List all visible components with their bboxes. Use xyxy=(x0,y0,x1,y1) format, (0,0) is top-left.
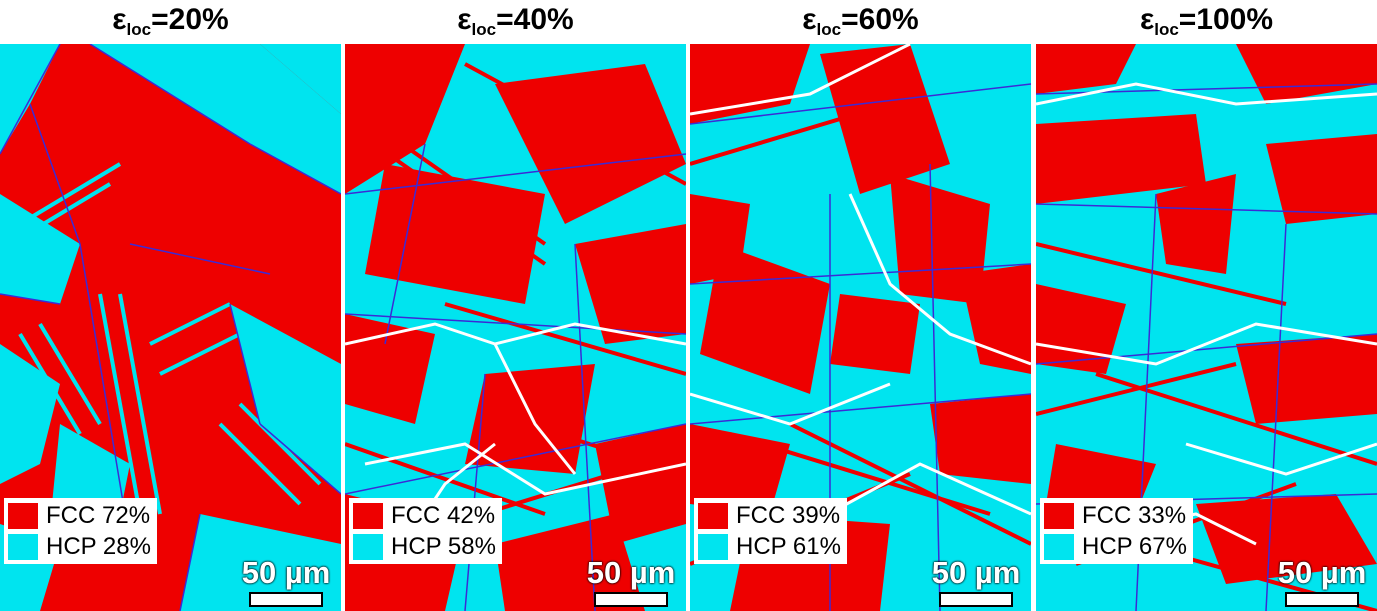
legend-row-fcc: FCC 33% xyxy=(1044,500,1187,531)
title-symbol: ε xyxy=(112,3,127,36)
title-symbol: ε xyxy=(457,3,472,36)
scale-bar-label: 50 µm xyxy=(241,555,331,590)
legend-row-fcc: FCC 42% xyxy=(353,500,496,531)
title-subscript: loc xyxy=(816,20,842,39)
panel-title: εloc=40% xyxy=(345,0,686,44)
fcc-label: FCC 33% xyxy=(1082,501,1187,529)
phase-map-panel-1: εloc=20% xyxy=(0,0,341,611)
fcc-swatch xyxy=(698,502,728,529)
hcp-swatch xyxy=(698,533,728,560)
scale-bar: 50 µm xyxy=(580,556,682,607)
phase-map-panel-2: εloc=40% xyxy=(345,0,686,611)
phase-legend: FCC 33% HCP 67% xyxy=(1040,498,1193,564)
scale-bar: 50 µm xyxy=(925,556,1027,607)
title-value: =100% xyxy=(1178,3,1274,36)
title-value: =20% xyxy=(151,3,229,36)
phase-legend: FCC 42% HCP 58% xyxy=(349,498,502,564)
phase-map-image xyxy=(1036,44,1377,611)
hcp-label: HCP 28% xyxy=(46,532,151,560)
scale-bar-label: 50 µm xyxy=(586,555,676,590)
hcp-label: HCP 61% xyxy=(736,532,841,560)
scale-bar-label: 50 µm xyxy=(1277,555,1367,590)
phase-map-panel-3: εloc=60% xyxy=(690,0,1031,611)
title-value: =40% xyxy=(496,3,574,36)
scale-bar-line xyxy=(1285,592,1359,607)
title-value: =60% xyxy=(841,3,919,36)
hcp-label: HCP 58% xyxy=(391,532,496,560)
legend-row-fcc: FCC 72% xyxy=(8,500,151,531)
fcc-label: FCC 72% xyxy=(46,501,151,529)
phase-legend: FCC 72% HCP 28% xyxy=(4,498,157,564)
scale-bar-line xyxy=(939,592,1013,607)
phase-map-panel-4: εloc=100% xyxy=(1036,0,1377,611)
scale-bar-line xyxy=(594,592,668,607)
panel-title: εloc=100% xyxy=(1036,0,1377,44)
legend-row-hcp: HCP 61% xyxy=(698,531,841,562)
fcc-swatch xyxy=(1044,502,1074,529)
scale-bar-label: 50 µm xyxy=(931,555,1021,590)
scale-bar: 50 µm xyxy=(235,556,337,607)
title-subscript: loc xyxy=(1154,20,1179,39)
title-subscript: loc xyxy=(471,20,497,39)
scale-bar-line xyxy=(249,592,323,607)
panel-title: εloc=60% xyxy=(690,0,1031,44)
title-symbol: ε xyxy=(1139,3,1155,36)
legend-row-hcp: HCP 67% xyxy=(1044,531,1187,562)
fcc-label: FCC 42% xyxy=(391,501,496,529)
legend-row-hcp: HCP 28% xyxy=(8,531,151,562)
legend-row-fcc: FCC 39% xyxy=(698,500,841,531)
hcp-swatch xyxy=(8,533,38,560)
legend-row-hcp: HCP 58% xyxy=(353,531,496,562)
phase-legend: FCC 39% HCP 61% xyxy=(694,498,847,564)
title-subscript: loc xyxy=(126,20,152,39)
fcc-label: FCC 39% xyxy=(736,501,841,529)
fcc-swatch xyxy=(353,502,383,529)
hcp-swatch xyxy=(353,533,383,560)
scale-bar: 50 µm xyxy=(1271,556,1373,607)
title-symbol: ε xyxy=(802,3,817,36)
fcc-swatch xyxy=(8,502,38,529)
hcp-swatch xyxy=(1044,533,1074,560)
hcp-label: HCP 67% xyxy=(1082,532,1187,560)
panel-title: εloc=20% xyxy=(0,0,341,44)
